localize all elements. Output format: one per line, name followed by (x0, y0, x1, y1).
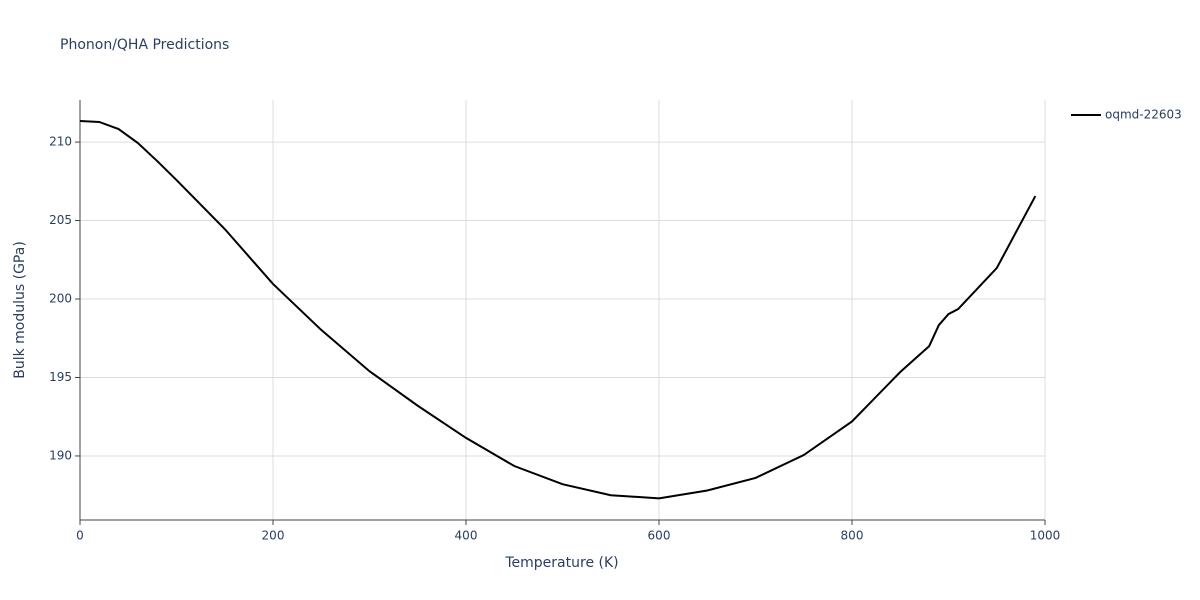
y-axis-title: Bulk modulus (GPa) (12, 241, 28, 379)
line (79, 120, 1037, 500)
legend-label: oqmd-22603 (1105, 108, 1182, 122)
x-tick-label: 800 (841, 529, 864, 543)
x-tick-label: 1000 (1030, 529, 1061, 543)
x-tick-label: 600 (648, 529, 671, 543)
x-tick-label: 400 (455, 529, 478, 543)
x-tick-label: 0 (76, 529, 84, 543)
y-tick-label: 210 (49, 135, 72, 149)
x-tick-label: 200 (262, 529, 285, 543)
y-tick-label: 190 (49, 448, 72, 462)
chart-title: Phonon/QHA Predictions (60, 37, 229, 53)
y-tick-label: 200 (49, 292, 72, 306)
y-tick-label: 195 (49, 370, 72, 384)
x-axis-title: Temperature (K) (504, 555, 618, 571)
y-tick-label: 205 (49, 213, 72, 227)
